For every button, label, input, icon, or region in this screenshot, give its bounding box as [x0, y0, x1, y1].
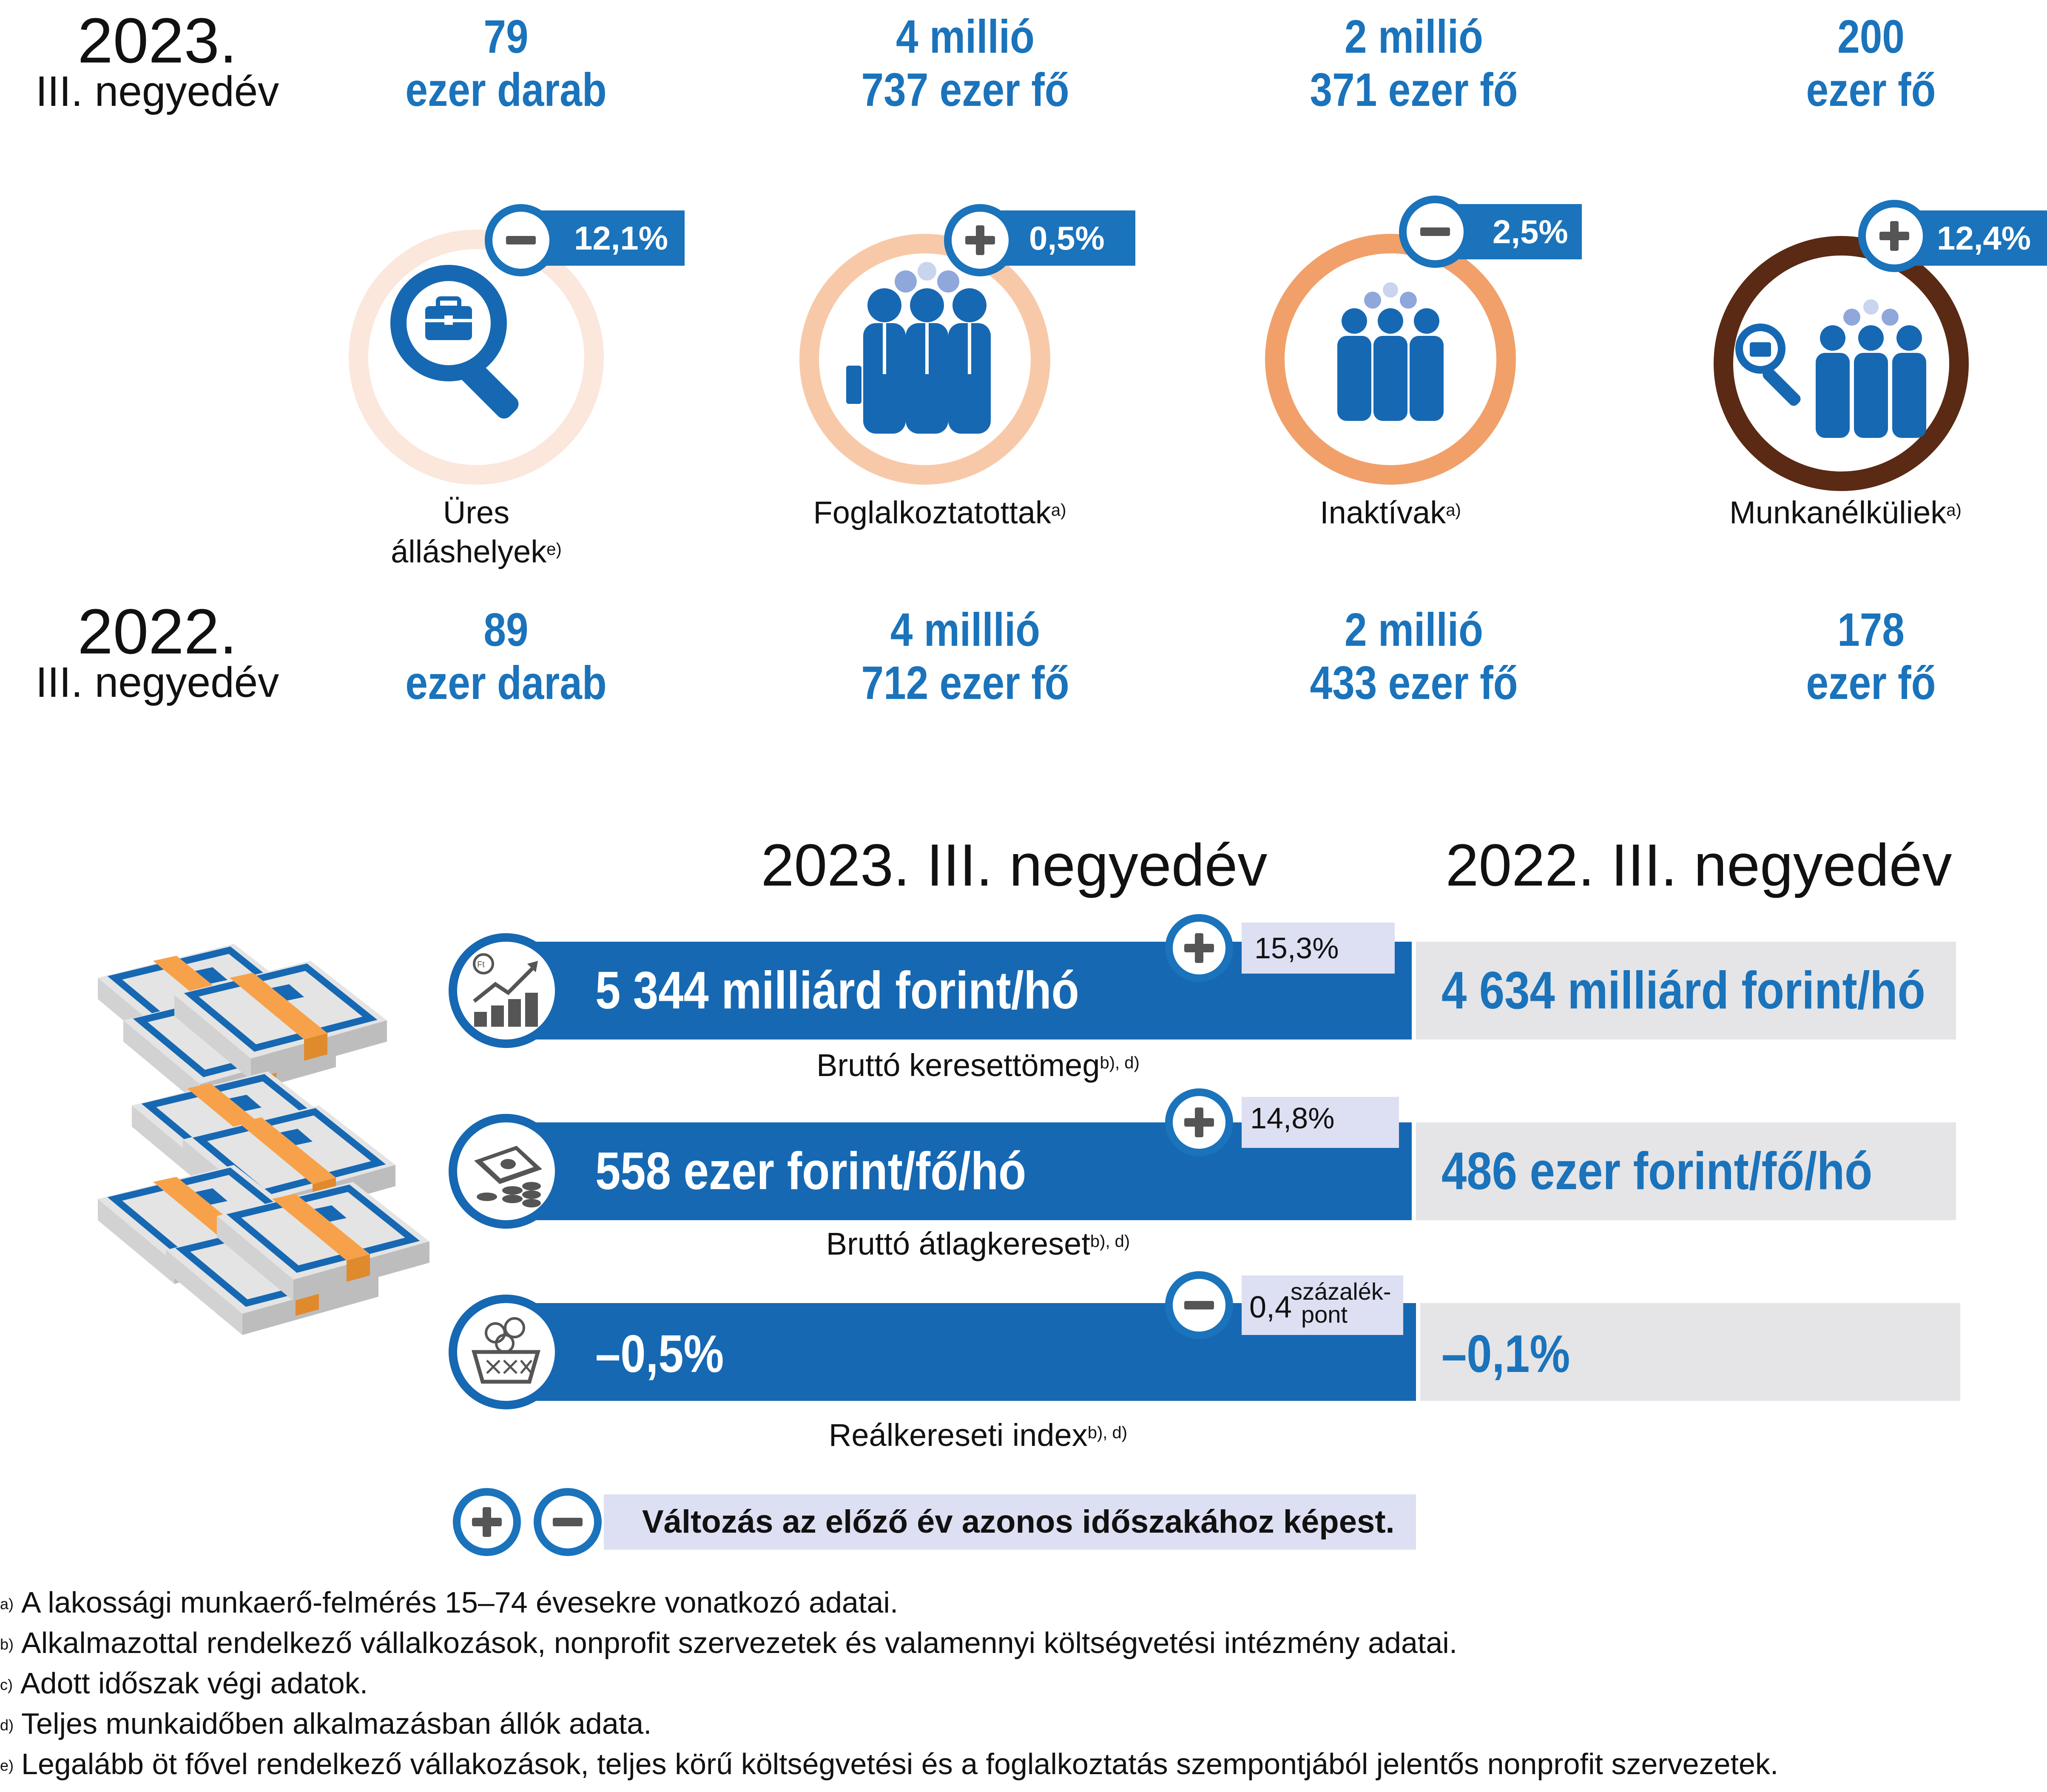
value-2022-line1: 178	[1837, 604, 1905, 656]
value-2023-line2: ezer darab	[405, 64, 607, 116]
value-2022-line2: ezer fő	[1806, 657, 1936, 709]
minus-icon	[485, 204, 557, 276]
value-2023: –0,5%	[595, 1325, 724, 1383]
value-2022: 4 634 milliárd forint/hó	[1441, 961, 1925, 1020]
value-2022-line2: 712 ezer fő	[861, 657, 1069, 709]
footnote: e) Legalább öt fővel rendelkező vállakozá…	[0, 1747, 1779, 1781]
footnote: a) A lakossági munkaerő-felmérés 15–74 év…	[0, 1586, 898, 1619]
svg-text:Ft: Ft	[477, 960, 485, 969]
value-2023-line2: ezer fő	[1806, 64, 1936, 116]
wages-header-2022: 2022. III. negyedév	[1445, 832, 1952, 898]
value-2023-line2: 371 ezer fő	[1310, 64, 1518, 116]
growth-chart-icon: Ft	[449, 933, 563, 1048]
label-real-earnings-index: Reálkereseti indexb), d)	[828, 1417, 1128, 1453]
value-2023: 5 344 milliárd forint/hó	[595, 961, 1079, 1020]
change-chip: 15,3%	[1242, 923, 1395, 974]
footnote: d) Teljes munkaidőben alkalmazásban állók…	[0, 1707, 652, 1740]
value-2022-line2: 433 ezer fő	[1310, 657, 1518, 709]
value-2023-line1: 2 millió	[1345, 11, 1483, 63]
period-2023: III. negyedév	[35, 68, 279, 115]
footnote: c) Adott időszak végi adatok.	[0, 1667, 368, 1700]
value-2023-line2: 737 ezer fő	[861, 64, 1069, 116]
label-inactive: Inaktívaka)	[1320, 495, 1461, 530]
plus-icon	[1165, 1088, 1233, 1156]
legend-bar	[604, 1494, 1416, 1550]
change-chip: 0,4 százalék- pont	[1242, 1275, 1403, 1335]
value-2022-line1: 2 millió	[1345, 604, 1483, 656]
value-2023-line1: 4 millió	[896, 11, 1035, 63]
value-2023-line1: 200	[1837, 11, 1905, 63]
change-chip: 14,8%	[1242, 1097, 1399, 1148]
bar-2022	[1420, 1303, 1960, 1401]
value-2022-line1: 4 milllió	[890, 604, 1041, 656]
plus-icon	[1165, 914, 1233, 982]
plus-icon	[1858, 200, 1930, 272]
plus-icon	[453, 1488, 521, 1556]
value-2022-line2: ezer darab	[405, 657, 607, 709]
money-stacks-illustration	[81, 944, 446, 1394]
value-2022: –0,1%	[1441, 1325, 1570, 1383]
value-2023: 558 ezer forint/fő/hó	[595, 1142, 1026, 1201]
bar-2022	[1416, 942, 1956, 1039]
minus-icon	[1399, 196, 1471, 268]
people-group-icon	[1337, 282, 1444, 421]
label-gross-payroll: Bruttó keresettömegb), d)	[816, 1048, 1140, 1083]
unemployed-search-icon	[1735, 299, 1926, 438]
label-vacancies: Üres álláshelyeke)	[391, 495, 562, 569]
minus-icon	[1165, 1271, 1233, 1339]
employees-icon	[846, 262, 991, 434]
period-2022: III. negyedév	[35, 659, 279, 706]
label-unemployed: Munkanélkülieka)	[1729, 495, 1962, 530]
basket-coins-icon	[449, 1295, 563, 1409]
label-gross-average: Bruttó átlagkeresetb), d)	[826, 1226, 1130, 1261]
legend-text: Változás az előző év azonos időszakához …	[642, 1504, 1395, 1540]
footnote: b) Alkalmazottal rendelkező vállalkozások…	[0, 1626, 1458, 1659]
money-coins-icon	[449, 1114, 563, 1229]
minus-icon	[534, 1488, 602, 1556]
label-employed: Foglalkoztatottaka)	[813, 495, 1066, 530]
bar-2022	[1416, 1122, 1956, 1220]
value-2023-line1: 79	[483, 11, 529, 63]
wages-header-2023: 2023. III. negyedév	[761, 832, 1268, 898]
year-2022: 2022.	[77, 596, 237, 667]
value-2022-line1: 89	[483, 604, 529, 656]
plus-icon	[944, 204, 1016, 276]
value-2022: 486 ezer forint/fő/hó	[1441, 1142, 1873, 1201]
year-2023: 2023.	[77, 5, 237, 76]
job-search-icon	[390, 265, 519, 419]
